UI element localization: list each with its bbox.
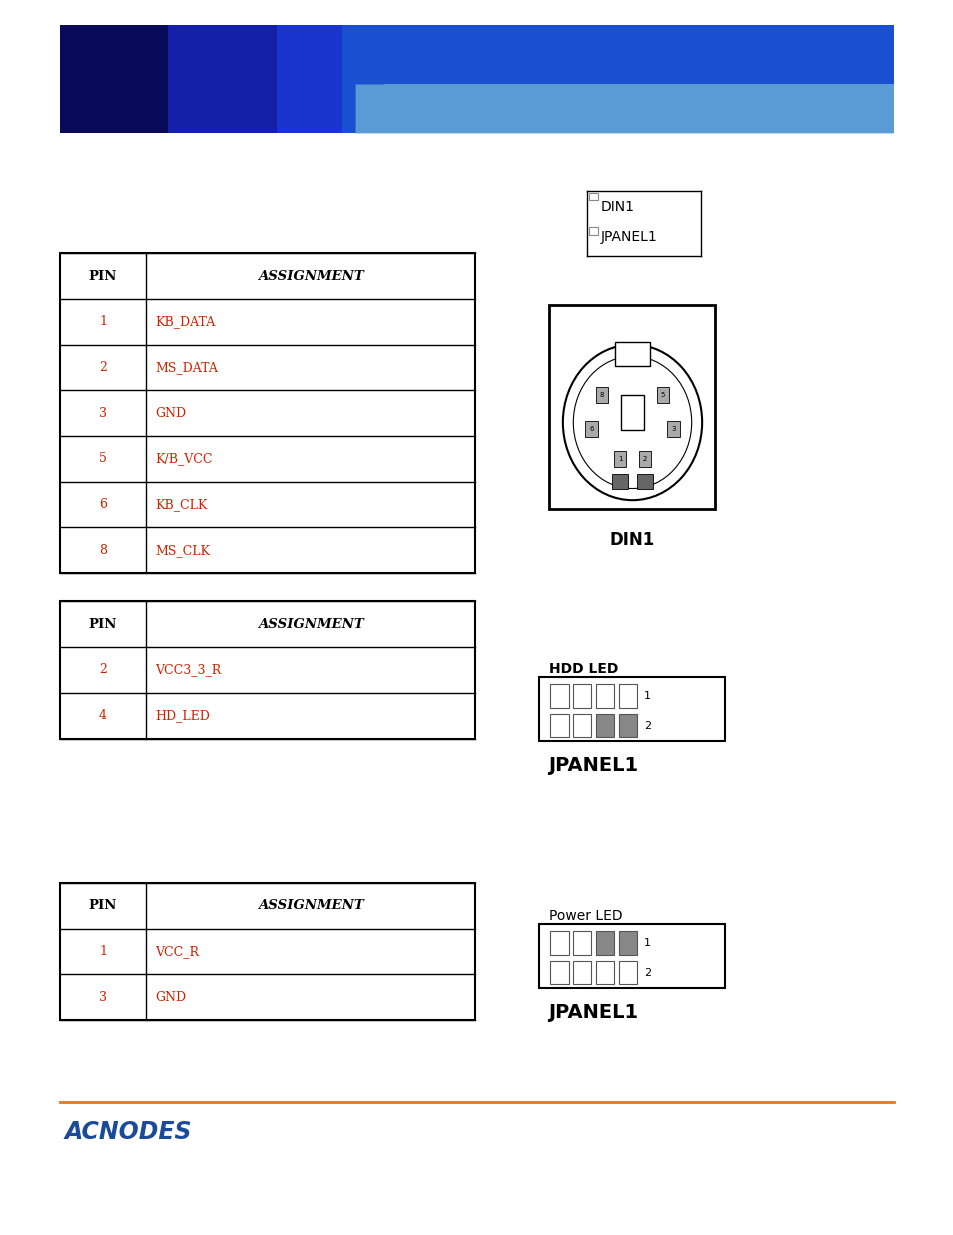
Bar (550, 684, 568, 708)
Bar (614, 451, 626, 468)
Bar (573, 684, 591, 708)
Bar (618, 684, 637, 708)
Text: 1: 1 (643, 690, 650, 701)
Text: VCC3_3_R: VCC3_3_R (155, 663, 221, 677)
Text: 1: 1 (99, 945, 107, 958)
Text: 5: 5 (99, 452, 107, 466)
Bar (618, 961, 637, 984)
Text: DIN1: DIN1 (600, 200, 635, 215)
Bar (550, 714, 568, 737)
Bar (538, 677, 724, 741)
Text: 3: 3 (671, 426, 675, 431)
Text: 2: 2 (643, 720, 650, 731)
Bar (596, 684, 614, 708)
Text: DIN1: DIN1 (609, 531, 655, 550)
Text: ACNODES: ACNODES (65, 1120, 193, 1144)
Text: 8: 8 (599, 393, 603, 398)
Bar (573, 714, 591, 737)
FancyBboxPatch shape (355, 84, 893, 133)
Ellipse shape (562, 345, 701, 500)
Text: GND: GND (155, 406, 187, 420)
Text: HD_LED: HD_LED (155, 709, 211, 722)
Bar (60, 601, 475, 739)
Bar (169, 25, 341, 133)
Text: JPANEL1: JPANEL1 (600, 230, 657, 245)
Text: Power LED: Power LED (548, 909, 621, 923)
Bar (596, 714, 614, 737)
Text: JPANEL1: JPANEL1 (548, 756, 638, 774)
Bar (612, 474, 627, 489)
Bar (588, 227, 598, 235)
Text: 3: 3 (99, 990, 107, 1004)
Text: K/B_VCC: K/B_VCC (155, 452, 213, 466)
Text: PIN: PIN (89, 618, 117, 631)
Text: 2: 2 (99, 361, 107, 374)
Bar (588, 193, 598, 200)
Text: 6: 6 (589, 426, 593, 431)
Text: 3: 3 (99, 406, 107, 420)
Bar (384, 84, 893, 133)
Text: HDD LED: HDD LED (548, 662, 618, 676)
Bar (639, 451, 651, 468)
Text: ASSIGNMENT: ASSIGNMENT (257, 269, 363, 283)
Bar (585, 420, 597, 436)
Text: 6: 6 (99, 498, 107, 511)
Text: 2: 2 (642, 457, 646, 462)
Bar (615, 342, 649, 367)
Bar (637, 474, 652, 489)
Text: ASSIGNMENT: ASSIGNMENT (257, 618, 363, 631)
Text: PIN: PIN (89, 269, 117, 283)
Text: 4: 4 (99, 709, 107, 722)
Bar (60, 25, 276, 133)
Bar (60, 253, 475, 573)
Bar (550, 961, 568, 984)
Text: 5: 5 (660, 393, 664, 398)
Bar (618, 714, 637, 737)
Text: MS_DATA: MS_DATA (155, 361, 218, 374)
Text: ASSIGNMENT: ASSIGNMENT (257, 899, 363, 913)
Bar (573, 931, 591, 955)
Text: 1: 1 (618, 457, 621, 462)
Bar (596, 961, 614, 984)
Text: KB_DATA: KB_DATA (155, 315, 215, 329)
Text: JPANEL1: JPANEL1 (548, 1003, 638, 1021)
Bar (60, 883, 475, 1020)
Bar (620, 395, 643, 430)
Bar (548, 305, 715, 509)
Bar (60, 25, 893, 133)
Bar (657, 387, 669, 403)
Bar (550, 931, 568, 955)
Bar (618, 931, 637, 955)
Text: 2: 2 (643, 967, 650, 978)
Text: GND: GND (155, 990, 187, 1004)
Text: MS_CLK: MS_CLK (155, 543, 211, 557)
Text: 8: 8 (99, 543, 107, 557)
Text: 1: 1 (99, 315, 107, 329)
Text: 1: 1 (643, 937, 650, 948)
Text: KB_CLK: KB_CLK (155, 498, 208, 511)
Bar (595, 387, 608, 403)
Text: 2: 2 (99, 663, 107, 677)
Bar (596, 931, 614, 955)
Bar (667, 420, 679, 436)
Ellipse shape (573, 356, 691, 489)
Text: PIN: PIN (89, 899, 117, 913)
Bar (538, 924, 724, 988)
Text: VCC_R: VCC_R (155, 945, 199, 958)
Bar (573, 961, 591, 984)
